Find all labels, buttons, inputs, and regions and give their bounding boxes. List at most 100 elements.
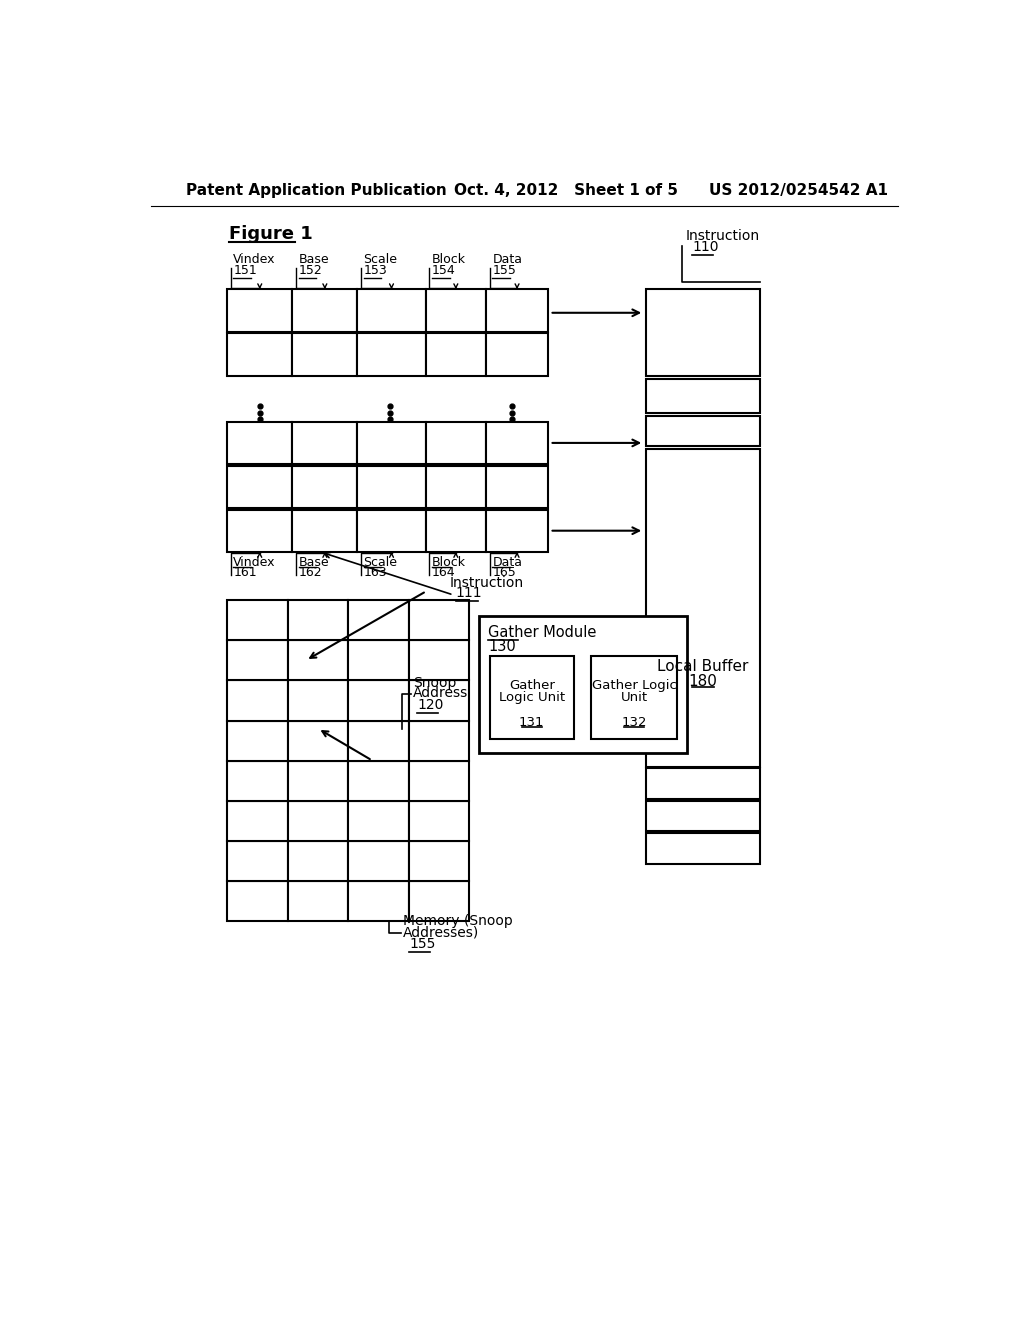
Text: 162: 162: [299, 566, 323, 578]
Text: Patent Application Publication: Patent Application Publication: [186, 183, 446, 198]
Bar: [348, 601, 409, 640]
Text: 153: 153: [364, 264, 387, 277]
Bar: [288, 640, 348, 681]
Bar: [646, 379, 761, 412]
Bar: [288, 841, 348, 880]
Text: Block: Block: [432, 556, 466, 569]
Bar: [486, 510, 548, 552]
Bar: [292, 510, 357, 552]
Bar: [227, 466, 292, 508]
Bar: [227, 760, 288, 800]
Bar: [426, 333, 486, 376]
Text: Gather Logic: Gather Logic: [592, 680, 677, 693]
Bar: [288, 721, 348, 760]
Text: Addresses): Addresses): [403, 925, 479, 940]
Text: 130: 130: [488, 639, 516, 653]
Bar: [409, 681, 469, 721]
Text: Vindex: Vindex: [233, 253, 275, 267]
Bar: [646, 833, 761, 863]
Bar: [348, 721, 409, 760]
Bar: [426, 510, 486, 552]
Text: 165: 165: [493, 566, 516, 578]
Bar: [409, 800, 469, 841]
Bar: [288, 880, 348, 921]
Text: 120: 120: [417, 698, 443, 711]
Text: 132: 132: [622, 715, 647, 729]
Text: 154: 154: [432, 264, 456, 277]
Text: 155: 155: [493, 264, 516, 277]
Bar: [646, 768, 761, 799]
Bar: [227, 681, 288, 721]
Text: Memory (Snoop: Memory (Snoop: [403, 915, 513, 928]
Text: 151: 151: [233, 264, 257, 277]
Bar: [227, 289, 292, 331]
Bar: [292, 466, 357, 508]
Text: Data: Data: [493, 253, 522, 267]
Text: Base: Base: [299, 556, 329, 569]
Bar: [486, 466, 548, 508]
Bar: [591, 656, 678, 739]
Text: 164: 164: [432, 566, 456, 578]
Text: 180: 180: [688, 675, 718, 689]
Bar: [479, 616, 687, 752]
Text: Scale: Scale: [364, 556, 397, 569]
Bar: [288, 760, 348, 800]
Text: Instruction: Instruction: [450, 576, 523, 590]
Text: Base: Base: [299, 253, 329, 267]
Text: Address: Address: [414, 686, 468, 701]
Bar: [288, 601, 348, 640]
Bar: [348, 760, 409, 800]
Bar: [646, 416, 761, 446]
Bar: [357, 510, 426, 552]
Bar: [486, 422, 548, 465]
Bar: [227, 880, 288, 921]
Text: Gather Module: Gather Module: [488, 626, 597, 640]
Bar: [646, 449, 761, 767]
Text: Oct. 4, 2012   Sheet 1 of 5: Oct. 4, 2012 Sheet 1 of 5: [454, 183, 678, 198]
Bar: [288, 681, 348, 721]
Bar: [646, 800, 761, 832]
Bar: [348, 681, 409, 721]
Text: 152: 152: [299, 264, 323, 277]
Bar: [227, 422, 292, 465]
Bar: [348, 880, 409, 921]
Bar: [409, 880, 469, 921]
Text: US 2012/0254542 A1: US 2012/0254542 A1: [710, 183, 888, 198]
Text: Data: Data: [493, 556, 522, 569]
Text: Block: Block: [432, 253, 466, 267]
Text: Logic Unit: Logic Unit: [499, 690, 565, 704]
Bar: [409, 841, 469, 880]
Bar: [486, 333, 548, 376]
Bar: [489, 656, 573, 739]
Text: Local Buffer: Local Buffer: [657, 659, 749, 675]
Text: 163: 163: [364, 566, 387, 578]
Bar: [357, 333, 426, 376]
Bar: [357, 466, 426, 508]
Bar: [426, 466, 486, 508]
Text: 161: 161: [233, 566, 257, 578]
Bar: [409, 721, 469, 760]
Text: 131: 131: [519, 715, 545, 729]
Bar: [348, 800, 409, 841]
Text: 110: 110: [692, 240, 719, 253]
Bar: [227, 601, 288, 640]
Bar: [292, 333, 357, 376]
Bar: [486, 289, 548, 331]
Bar: [227, 510, 292, 552]
Bar: [426, 422, 486, 465]
Text: Scale: Scale: [364, 253, 397, 267]
Text: Unit: Unit: [621, 690, 647, 704]
Bar: [357, 422, 426, 465]
Bar: [409, 601, 469, 640]
Bar: [409, 760, 469, 800]
Text: Figure 1: Figure 1: [228, 224, 312, 243]
Bar: [426, 289, 486, 331]
Bar: [348, 841, 409, 880]
Bar: [227, 800, 288, 841]
Bar: [292, 422, 357, 465]
Bar: [357, 289, 426, 331]
Bar: [227, 640, 288, 681]
Bar: [409, 640, 469, 681]
Bar: [288, 800, 348, 841]
Bar: [646, 289, 761, 376]
